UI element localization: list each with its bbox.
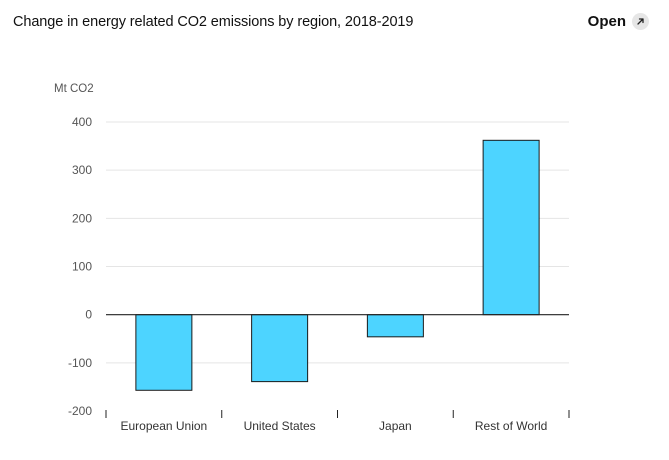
x-axis-labels: European Union United States Japan Rest of … [121, 419, 548, 433]
bar-japan [366, 314, 424, 338]
y-tick-label: 0 [85, 308, 92, 322]
y-tick-label: -200 [68, 404, 92, 418]
bar-rest-of-world [482, 139, 540, 316]
y-tick-label: -100 [68, 356, 92, 370]
x-tick-label: European Union [121, 419, 208, 433]
y-tick-label: 400 [72, 115, 92, 129]
y-tick-label: 200 [72, 211, 92, 225]
y-axis-ticks: 400 300 200 100 0 -100 -200 [68, 115, 92, 418]
x-tick-label: Japan [379, 419, 412, 433]
y-tick-label: 300 [72, 163, 92, 177]
bar-european-union [135, 314, 193, 391]
open-button[interactable]: Open [588, 13, 649, 30]
chart-title: Change in energy related CO2 emissions b… [13, 14, 414, 30]
x-axis [105, 314, 570, 418]
x-tick-label: United States [244, 419, 316, 433]
y-tick-label: 100 [72, 260, 92, 274]
bars [135, 139, 540, 391]
open-label: Open [587, 13, 626, 30]
y-axis-unit-label: Mt CO2 [54, 83, 94, 95]
bar-united-states [251, 314, 309, 383]
x-tick-label: Rest of World [475, 419, 547, 433]
external-link-icon [632, 13, 649, 30]
